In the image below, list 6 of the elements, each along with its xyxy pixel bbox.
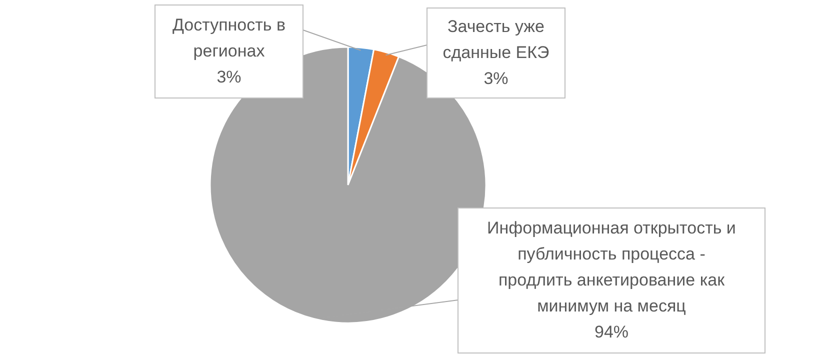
- slice-label: Зачесть уже сданные ЕКЭ: [442, 17, 550, 62]
- data-label: 3%: [484, 69, 508, 88]
- data-label: 3%: [216, 68, 242, 86]
- data-label: 94%: [594, 322, 629, 342]
- slice-label: Доступность в регионах: [172, 16, 286, 60]
- slice-label: Информационная открытость и публичность процесса - продлить анкетирование как минимум на месяц: [487, 218, 736, 316]
